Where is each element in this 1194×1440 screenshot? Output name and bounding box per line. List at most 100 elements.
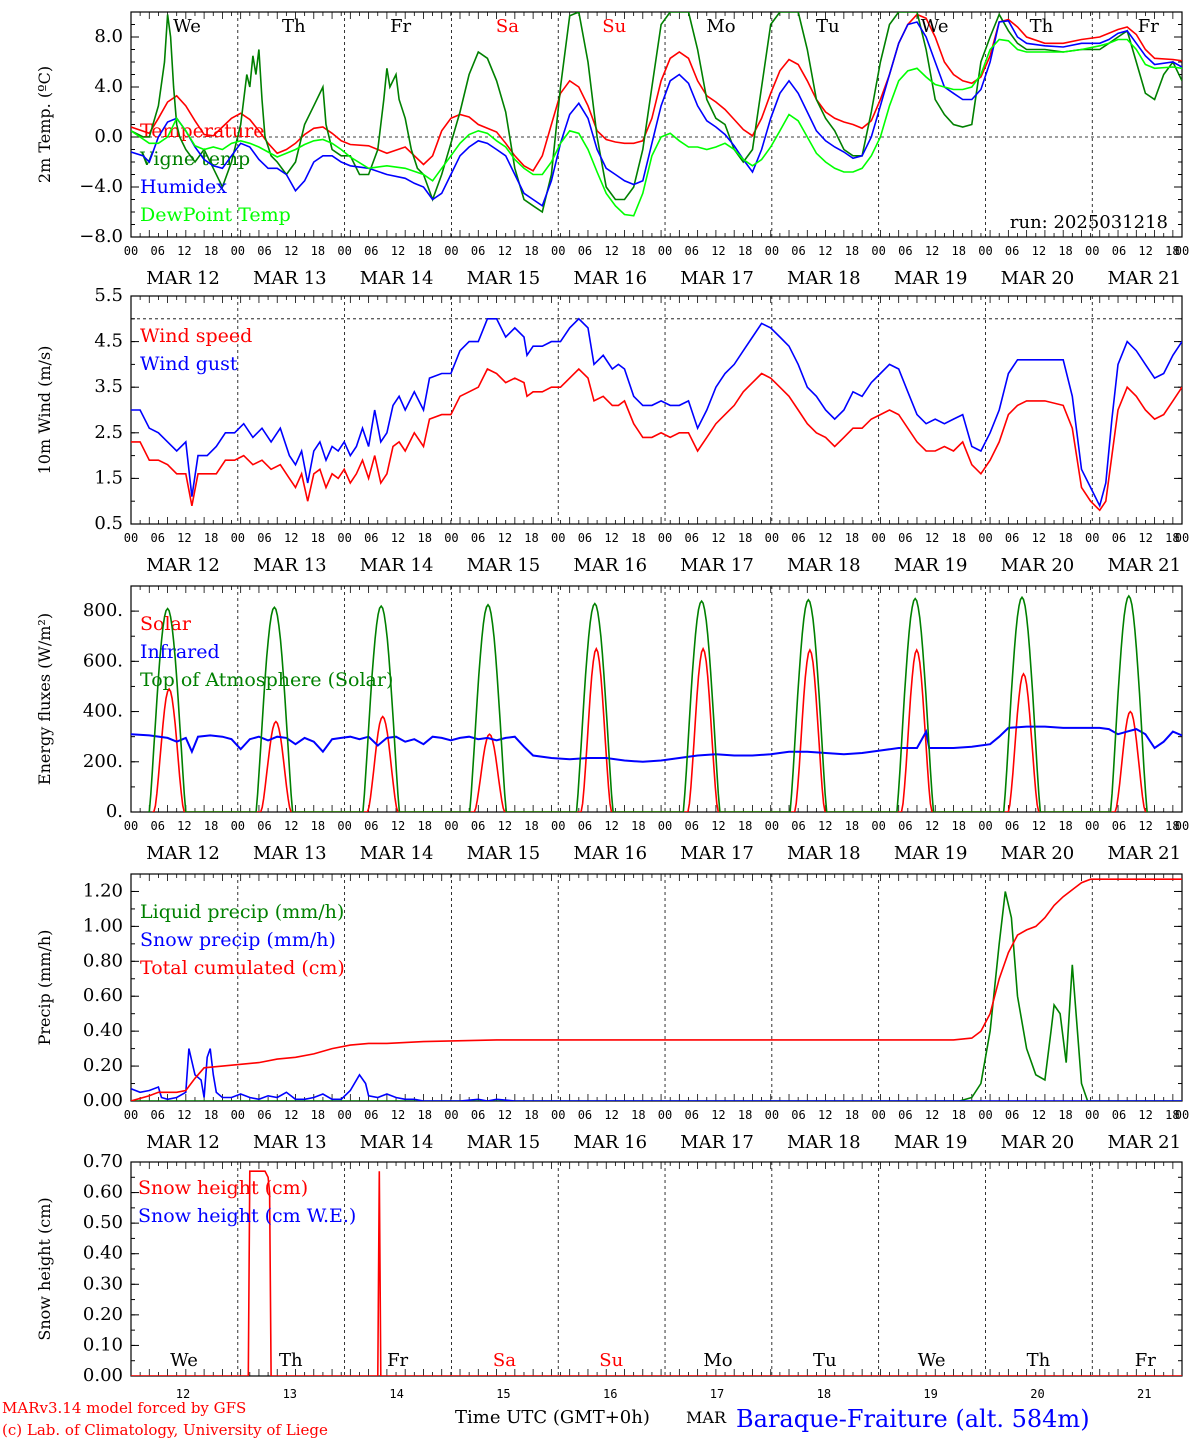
series-line-snow-height-cm- bbox=[131, 1170, 1182, 1376]
hour-tick-label: 12 bbox=[818, 531, 832, 545]
date-label: MAR 18 bbox=[787, 268, 861, 289]
y-axis-label: Energy fluxes (W/m²) bbox=[35, 613, 54, 785]
hour-tick-label: 12 bbox=[604, 819, 618, 833]
date-label: MAR 14 bbox=[360, 843, 434, 864]
hour-tick-label: 00 bbox=[765, 1108, 779, 1122]
hour-tick-label: 00 bbox=[1175, 1108, 1189, 1122]
date-label: MAR 13 bbox=[253, 268, 327, 289]
hour-tick-label: 12 bbox=[1138, 531, 1152, 545]
y-tick-label: 3.5 bbox=[94, 376, 123, 397]
date-label: MAR 15 bbox=[467, 1132, 541, 1153]
panel-4: 0.00 0.20 0.40 0.60 0.80 1.00 1.20 Precip (mm/h… bbox=[35, 873, 1189, 1153]
day-label: We bbox=[170, 1350, 198, 1371]
legend-entry: Total cumulated (cm) bbox=[140, 957, 345, 979]
panel-3: 0. 200. 400. 600. 800. Energy fluxes (W/m²) So… bbox=[35, 585, 1189, 864]
date-label: MAR 19 bbox=[894, 268, 968, 289]
hour-tick-label: 12 bbox=[498, 244, 512, 258]
y-tick-label: 1.20 bbox=[83, 880, 123, 901]
y-tick-label: 8.0 bbox=[94, 26, 123, 47]
hour-tick-label: 00 bbox=[871, 531, 885, 545]
y-tick-label: 0.60 bbox=[83, 1182, 123, 1203]
hour-tick-label: 00 bbox=[337, 819, 351, 833]
hour-tick-label: 18 bbox=[845, 244, 859, 258]
y-tick-label: 800. bbox=[83, 600, 123, 621]
y-tick-label: 1.00 bbox=[83, 915, 123, 936]
date-label: MAR 21 bbox=[1107, 555, 1181, 576]
hour-tick-label: 00 bbox=[765, 819, 779, 833]
hour-tick-label: 06 bbox=[791, 531, 805, 545]
date-label: MAR 15 bbox=[467, 555, 541, 576]
hour-tick-label: 00 bbox=[337, 1108, 351, 1122]
hour-tick-label: 06 bbox=[898, 244, 912, 258]
hour-tick-label: 12 bbox=[711, 1108, 725, 1122]
y-tick-label: 0. bbox=[106, 801, 123, 822]
y-tick-label: 0.40 bbox=[83, 1243, 123, 1264]
hour-tick-label: 06 bbox=[578, 1108, 592, 1122]
legend-entry: Solar bbox=[140, 613, 192, 635]
hour-tick-label: 00 bbox=[444, 244, 458, 258]
hour-tick-label: 06 bbox=[685, 1108, 699, 1122]
hour-tick-label: 00 bbox=[231, 1108, 245, 1122]
day-label: Mo bbox=[703, 1350, 732, 1371]
y-tick-label: 0.10 bbox=[83, 1334, 123, 1355]
hour-tick-label: 00 bbox=[978, 819, 992, 833]
date-label: MAR 19 bbox=[894, 843, 968, 864]
series-line-vigne-temp bbox=[131, 12, 1182, 214]
hour-tick-label: 00 bbox=[1175, 819, 1189, 833]
hour-tick-label: 06 bbox=[364, 531, 378, 545]
hour-tick-label: 00 bbox=[1085, 819, 1099, 833]
hour-tick-label: 12 bbox=[391, 819, 405, 833]
series-line-total-cumulated-cm- bbox=[131, 878, 1182, 1101]
y-tick-label: 0.40 bbox=[83, 1020, 123, 1041]
day-label: Sa bbox=[493, 1350, 516, 1371]
hour-tick-label: 18 bbox=[631, 244, 645, 258]
hour-tick-label: 18 bbox=[952, 244, 966, 258]
hour-tick-label: 00 bbox=[1175, 244, 1189, 258]
hour-tick-label: 06 bbox=[257, 531, 271, 545]
bottom-day-label: 15 bbox=[496, 1387, 510, 1401]
hour-tick-label: 12 bbox=[1032, 819, 1046, 833]
hour-tick-label: 12 bbox=[604, 531, 618, 545]
hour-tick-label: 00 bbox=[658, 819, 672, 833]
date-label: MAR 18 bbox=[787, 555, 861, 576]
day-label: Sa bbox=[496, 16, 519, 37]
date-label: MAR 18 bbox=[787, 843, 861, 864]
hour-tick-label: 18 bbox=[204, 1108, 218, 1122]
day-label: Th bbox=[1030, 16, 1054, 37]
legend-entry: Snow precip (mm/h) bbox=[140, 929, 336, 951]
hour-tick-label: 00 bbox=[871, 244, 885, 258]
hour-tick-label: 18 bbox=[631, 819, 645, 833]
date-label: MAR 17 bbox=[680, 268, 754, 289]
hour-tick-label: 06 bbox=[578, 819, 592, 833]
y-tick-label: 200. bbox=[83, 751, 123, 772]
hour-tick-label: 06 bbox=[257, 244, 271, 258]
day-label: We bbox=[918, 1350, 946, 1371]
hour-tick-label: 18 bbox=[738, 531, 752, 545]
hour-tick-label: 06 bbox=[257, 819, 271, 833]
panel-2: 0.5 1.5 2.5 3.5 4.5 5.5 10m Wind (m/s) Wind spe… bbox=[35, 285, 1189, 576]
panel-5: 0.00 0.10 0.20 0.30 0.40 0.50 0.60 0.70 Snow hei… bbox=[35, 1151, 1183, 1386]
hour-tick-label: 06 bbox=[1112, 531, 1126, 545]
y-tick-label: 0.30 bbox=[83, 1273, 123, 1294]
date-label: MAR 16 bbox=[573, 555, 647, 576]
hour-tick-label: 18 bbox=[952, 1108, 966, 1122]
hour-tick-label: 00 bbox=[231, 244, 245, 258]
hour-tick-label: 18 bbox=[311, 244, 325, 258]
hour-tick-label: 06 bbox=[791, 244, 805, 258]
hour-tick-label: 00 bbox=[551, 244, 565, 258]
date-label: MAR 16 bbox=[573, 1132, 647, 1153]
hour-tick-label: 18 bbox=[738, 1108, 752, 1122]
date-label: MAR 21 bbox=[1107, 1132, 1181, 1153]
bottom-day-label: 21 bbox=[1137, 1387, 1151, 1401]
hour-tick-label: 00 bbox=[124, 819, 138, 833]
hour-tick-label: 06 bbox=[1005, 819, 1019, 833]
date-label: MAR 14 bbox=[360, 268, 434, 289]
hour-tick-label: 00 bbox=[551, 1108, 565, 1122]
legend-entry: Wind gust bbox=[140, 353, 238, 375]
hour-tick-label: 12 bbox=[498, 531, 512, 545]
hour-tick-label: 18 bbox=[524, 244, 538, 258]
hour-tick-label: 18 bbox=[952, 819, 966, 833]
hour-tick-label: 06 bbox=[1005, 1108, 1019, 1122]
hour-tick-label: 12 bbox=[711, 819, 725, 833]
y-tick-label: 0.5 bbox=[94, 513, 123, 534]
